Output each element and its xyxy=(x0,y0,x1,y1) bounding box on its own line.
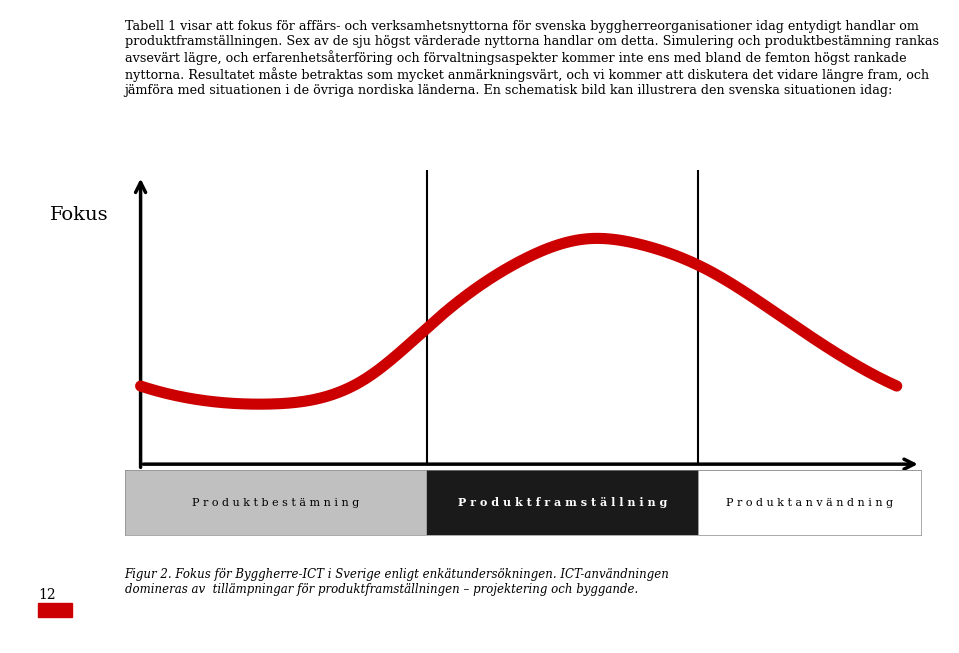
Text: Tabell 1 visar att fokus för affärs- och verksamhetsnyttorna för svenska byggher: Tabell 1 visar att fokus för affärs- och… xyxy=(125,20,939,97)
Text: P r o d u k t b e s t ä m n i n g: P r o d u k t b e s t ä m n i n g xyxy=(192,498,360,508)
Bar xyxy=(427,470,698,535)
Text: P r o d u k t a n v ä n d n i n g: P r o d u k t a n v ä n d n i n g xyxy=(726,498,893,508)
Text: Figur 2. Fokus för Byggherre-ICT i Sverige enligt enkätundersökningen. ICT-använ: Figur 2. Fokus för Byggherre-ICT i Sveri… xyxy=(125,568,669,596)
Bar xyxy=(125,470,427,535)
Text: 12: 12 xyxy=(38,588,56,601)
Bar xyxy=(698,470,921,535)
Text: Fokus: Fokus xyxy=(50,206,108,224)
Text: P r o d u k t f r a m s t ä l l n i n g: P r o d u k t f r a m s t ä l l n i n g xyxy=(457,498,667,508)
